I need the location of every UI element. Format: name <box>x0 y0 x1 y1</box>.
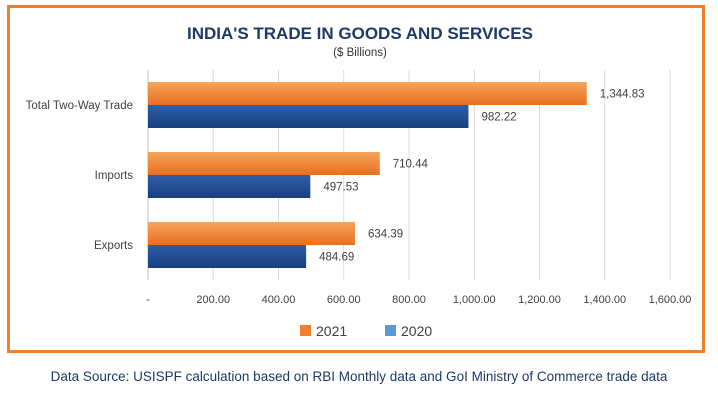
x-tick-label: - <box>146 294 150 306</box>
bar-2021 <box>148 152 380 175</box>
data-label: 982.22 <box>481 112 516 124</box>
chart-subtitle: ($ Billions) <box>333 47 387 59</box>
chart-frame <box>7 5 705 353</box>
x-tick-label: 1,000.00 <box>453 294 496 306</box>
bar-2020 <box>148 175 311 198</box>
legend-label: 2020 <box>401 323 432 339</box>
x-tick-label: 1,200.00 <box>518 294 561 306</box>
x-tick-labels: - 200.00 400.00 600.00 800.00 1,000.00 1,200.0… <box>146 294 691 306</box>
category-labels: Total Two-Way Trade Imports Exports <box>26 100 134 252</box>
bar-2021 <box>148 222 355 245</box>
x-tick-label: 200.00 <box>196 294 230 306</box>
data-label: 484.69 <box>319 252 354 264</box>
legend-swatch <box>300 325 311 336</box>
x-tick-label: 600.00 <box>327 294 361 306</box>
bars: 1,344.83 982.22 710.44 497.53 634.39 484.69 <box>148 82 645 268</box>
x-tick-label: 800.00 <box>392 294 426 306</box>
chart-title: INDIA'S TRADE IN GOODS AND SERVICES <box>187 24 533 43</box>
x-tick-label: 1,600.00 <box>649 294 692 306</box>
x-tick-label: 400.00 <box>262 294 296 306</box>
data-label: 1,344.83 <box>600 89 645 101</box>
data-label: 634.39 <box>368 229 403 241</box>
x-tick-label: 1,400.00 <box>583 294 626 306</box>
bar-2021 <box>148 82 587 105</box>
data-label: 497.53 <box>323 182 358 194</box>
category-label: Imports <box>95 170 134 182</box>
source-note: Data Source: USISPF calculation based on… <box>50 369 668 384</box>
data-label: 710.44 <box>393 159 429 171</box>
legend: 2021 2020 <box>300 323 432 339</box>
category-label: Total Two-Way Trade <box>26 100 133 112</box>
category-label: Exports <box>94 240 133 252</box>
legend-label: 2021 <box>316 323 347 339</box>
bar-2020 <box>148 105 469 128</box>
legend-swatch <box>385 325 396 336</box>
bar-2020 <box>148 245 307 268</box>
